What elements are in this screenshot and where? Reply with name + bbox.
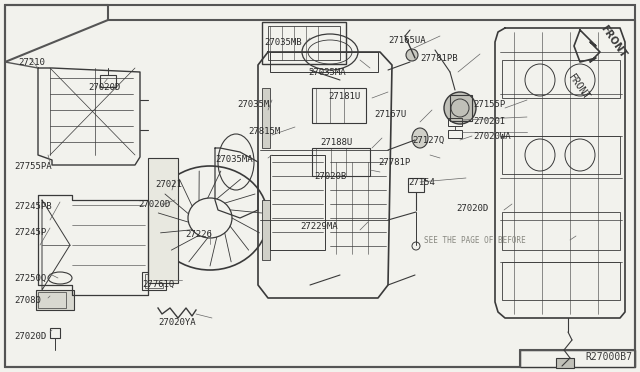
Text: 27781PB: 27781PB	[420, 54, 458, 63]
Ellipse shape	[406, 49, 418, 61]
Bar	[262, 88, 270, 148]
Text: 27035M: 27035M	[237, 100, 269, 109]
Text: 27021: 27021	[155, 180, 182, 189]
Bar	[502, 212, 620, 250]
Bar	[262, 200, 270, 260]
Text: 27020D: 27020D	[14, 332, 46, 341]
Text: 27020D: 27020D	[456, 204, 488, 213]
Text: 27080: 27080	[14, 296, 41, 305]
Ellipse shape	[412, 128, 428, 148]
Text: 27165UA: 27165UA	[388, 36, 426, 45]
Text: 27245P: 27245P	[14, 228, 46, 237]
Text: FRONT: FRONT	[566, 72, 591, 102]
Text: 27188U: 27188U	[320, 138, 352, 147]
Text: 27781P: 27781P	[378, 158, 410, 167]
Text: 27020D: 27020D	[88, 83, 120, 92]
Text: 27167U: 27167U	[374, 110, 406, 119]
Text: 27020WA: 27020WA	[473, 132, 511, 141]
Text: 27035MA: 27035MA	[215, 155, 253, 164]
Bar	[38, 292, 66, 308]
Text: 27155P: 27155P	[473, 100, 505, 109]
Text: 27755PA: 27755PA	[14, 162, 52, 171]
Bar	[148, 158, 178, 283]
Bar	[502, 262, 620, 300]
Text: FRONT: FRONT	[598, 24, 628, 60]
Text: 27815M: 27815M	[248, 127, 280, 136]
Bar	[556, 358, 574, 368]
Bar	[36, 290, 74, 310]
Text: 27229MA: 27229MA	[300, 222, 338, 231]
Bar	[312, 88, 366, 123]
Text: SEE THE PAGE OF BEFORE: SEE THE PAGE OF BEFORE	[424, 236, 525, 245]
Ellipse shape	[444, 92, 476, 124]
Bar	[145, 274, 163, 288]
Bar	[142, 272, 166, 290]
Text: 27761Q: 27761Q	[142, 280, 174, 289]
Bar	[312, 148, 370, 176]
Text: 27210: 27210	[18, 58, 45, 67]
Bar	[270, 52, 378, 72]
Bar	[270, 155, 325, 250]
Text: 27035MB: 27035MB	[264, 38, 301, 47]
Bar	[448, 130, 462, 138]
Text: 27020I: 27020I	[473, 117, 505, 126]
Bar	[450, 95, 472, 121]
Bar	[520, 350, 635, 367]
Text: 27035MA: 27035MA	[308, 68, 346, 77]
Bar	[502, 60, 620, 98]
Bar	[100, 75, 116, 87]
Bar	[408, 178, 424, 192]
Text: 27226: 27226	[185, 230, 212, 239]
Bar	[268, 26, 340, 60]
Bar	[448, 118, 462, 126]
Text: 27020D: 27020D	[138, 200, 170, 209]
Text: 27181U: 27181U	[328, 92, 360, 101]
Text: 27250Q: 27250Q	[14, 274, 46, 283]
Text: 27020B: 27020B	[314, 172, 346, 181]
Bar	[50, 328, 60, 338]
Text: R27000B7: R27000B7	[585, 352, 632, 362]
Text: 27127Q: 27127Q	[412, 136, 444, 145]
Bar	[262, 22, 346, 64]
Text: 27020YA: 27020YA	[158, 318, 196, 327]
Text: 27154: 27154	[408, 178, 435, 187]
Text: 27245PB: 27245PB	[14, 202, 52, 211]
Bar	[502, 136, 620, 174]
